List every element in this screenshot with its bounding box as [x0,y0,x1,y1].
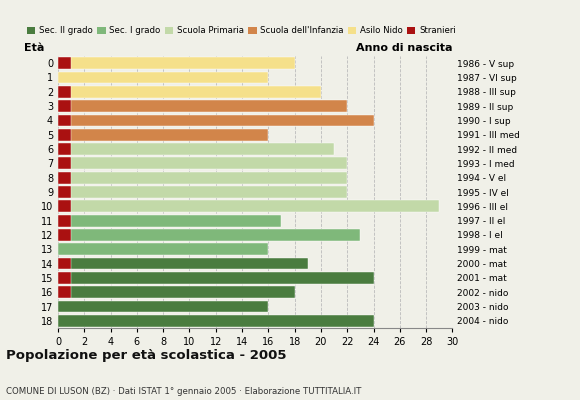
Bar [58,286,71,298]
Text: COMUNE DI LUSON (BZ) · Dati ISTAT 1° gennaio 2005 · Elaborazione TUTTITALIA.IT: COMUNE DI LUSON (BZ) · Dati ISTAT 1° gen… [6,387,361,396]
Bar [58,100,347,112]
Bar [58,72,269,83]
Text: Età: Età [24,43,45,53]
Bar [58,172,71,184]
Bar [58,243,269,255]
Text: Popolazione per età scolastica - 2005: Popolazione per età scolastica - 2005 [6,349,287,362]
Bar [58,258,71,270]
Bar [58,215,71,226]
Bar [58,57,295,69]
Bar [58,86,71,98]
Bar [58,186,71,198]
Bar [58,143,71,155]
Bar [58,272,71,284]
Bar [58,129,71,141]
Legend: Sec. II grado, Sec. I grado, Scuola Primaria, Scuola dell'Infanzia, Asilo Nido, : Sec. II grado, Sec. I grado, Scuola Prim… [27,26,456,35]
Bar [58,57,71,69]
Bar [58,200,439,212]
Bar [58,158,71,169]
Bar [58,114,374,126]
Bar [58,229,360,241]
Bar [58,172,347,184]
Bar [58,129,269,141]
Bar [58,143,334,155]
Bar [58,215,281,226]
Text: Anno di nascita: Anno di nascita [356,43,452,53]
Bar [58,200,71,212]
Bar [58,272,374,284]
Bar [58,286,295,298]
Bar [58,100,71,112]
Bar [58,229,71,241]
Bar [58,315,374,327]
Bar [58,114,71,126]
Bar [58,186,347,198]
Bar [58,258,308,270]
Bar [58,158,347,169]
Bar [58,301,269,312]
Bar [58,86,321,98]
